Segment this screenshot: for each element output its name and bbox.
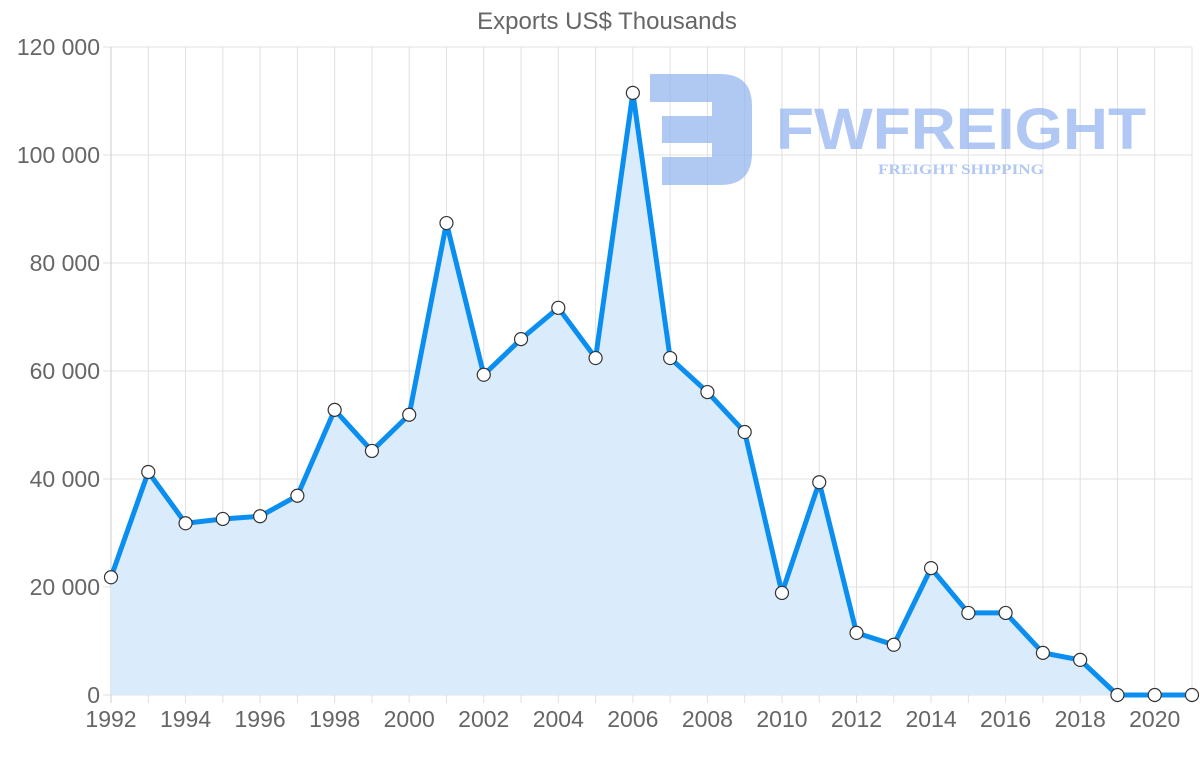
data-point[interactable] bbox=[364, 443, 380, 459]
watermark-tagline: FREIGHT SHIPPING bbox=[878, 162, 1044, 178]
data-point[interactable] bbox=[215, 511, 230, 527]
y-tick-label: 100 000 bbox=[17, 142, 100, 168]
data-point[interactable] bbox=[588, 350, 603, 366]
data-point[interactable] bbox=[1035, 645, 1050, 660]
data-point[interactable] bbox=[1147, 687, 1162, 703]
data-point[interactable] bbox=[923, 560, 939, 576]
data-point[interactable] bbox=[1184, 687, 1200, 703]
x-tick-label: 1998 bbox=[309, 706, 360, 732]
y-tick-label: 80 000 bbox=[30, 250, 100, 276]
data-point[interactable] bbox=[513, 332, 529, 347]
data-point[interactable] bbox=[402, 407, 417, 422]
y-axis: 0 20 000 40 000 60 000 80 000 100 000 120 000 bbox=[17, 34, 100, 708]
data-point[interactable] bbox=[551, 300, 566, 315]
data-point[interactable] bbox=[290, 488, 305, 503]
x-tick-label: 1992 bbox=[85, 706, 136, 732]
watermark-brand: FWFREIGHT bbox=[776, 97, 1146, 162]
fwfreight-watermark: FWFREIGHT FREIGHT SHIPPING bbox=[650, 74, 1146, 185]
data-point[interactable] bbox=[886, 637, 901, 652]
x-tick-label: 2016 bbox=[980, 706, 1031, 732]
data-point[interactable] bbox=[1110, 687, 1125, 703]
data-point[interactable] bbox=[849, 625, 864, 641]
data-point[interactable] bbox=[625, 85, 640, 101]
x-tick-label: 2012 bbox=[831, 706, 882, 732]
x-tick-label: 1996 bbox=[235, 706, 286, 732]
x-tick-label: 1994 bbox=[160, 706, 211, 732]
x-tick-label: 2020 bbox=[1129, 706, 1180, 732]
y-tick-label: 20 000 bbox=[30, 574, 100, 600]
chart-title: Exports US$ Thousands bbox=[477, 8, 737, 35]
data-point[interactable] bbox=[1073, 652, 1088, 668]
x-tick-label: 2014 bbox=[905, 706, 956, 732]
x-tick-label: 2006 bbox=[607, 706, 658, 732]
data-point[interactable] bbox=[998, 605, 1013, 621]
x-tick-label: 2018 bbox=[1055, 706, 1106, 732]
data-point[interactable] bbox=[253, 509, 268, 524]
data-points bbox=[103, 85, 1200, 703]
data-point[interactable] bbox=[103, 570, 119, 585]
data-point[interactable] bbox=[327, 402, 342, 417]
y-tick-label: 0 bbox=[87, 682, 100, 708]
data-point[interactable] bbox=[141, 464, 156, 480]
data-point[interactable] bbox=[812, 475, 827, 490]
x-tick-label: 2004 bbox=[533, 706, 584, 732]
x-tick-label: 2002 bbox=[458, 706, 509, 732]
area-fill bbox=[111, 92, 1192, 695]
data-point[interactable] bbox=[663, 350, 678, 366]
x-tick-label: 2010 bbox=[756, 706, 807, 732]
y-tick-label: 40 000 bbox=[30, 466, 100, 492]
watermark-logo-icon bbox=[650, 74, 752, 185]
data-point[interactable] bbox=[476, 367, 491, 382]
data-point[interactable] bbox=[178, 516, 193, 531]
data-point[interactable] bbox=[774, 585, 790, 601]
data-point[interactable] bbox=[961, 605, 976, 621]
y-tick-label: 120 000 bbox=[17, 34, 100, 60]
x-tick-label: 2008 bbox=[682, 706, 733, 732]
x-tick-label: 2000 bbox=[384, 706, 435, 732]
x-axis: 1992 1994 1996 1998 2000 2002 2004 2006 2008 2010… bbox=[85, 706, 1180, 732]
data-point[interactable] bbox=[439, 215, 454, 231]
data-point[interactable] bbox=[737, 424, 752, 440]
y-tick-label: 60 000 bbox=[30, 358, 100, 384]
data-point[interactable] bbox=[700, 384, 715, 400]
